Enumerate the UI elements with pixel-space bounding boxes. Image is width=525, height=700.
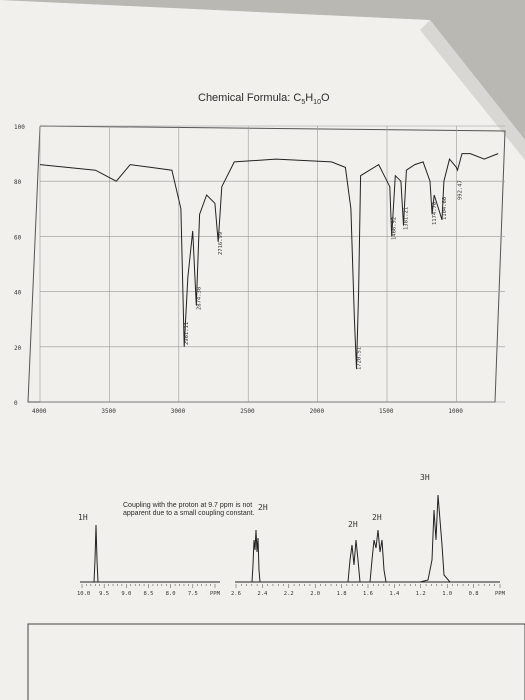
nmr-axis-label: 2.6: [231, 591, 241, 597]
nmr-peak-0-9: [419, 494, 500, 583]
ir-peak-label: 1720.51: [356, 347, 362, 370]
ir-peak-label: 1381.21: [404, 207, 410, 230]
nmr-axis-label: 1.2: [416, 591, 426, 597]
ir-peak-label: 1104.60: [442, 197, 448, 220]
ir-x-tick-label: 3500: [101, 408, 116, 415]
ir-peak-label: 2716.99: [218, 232, 224, 255]
nmr-axis-label: 1.4: [389, 591, 400, 597]
ir-y-tick-label: 0: [14, 400, 18, 407]
nmr-axis-label: 7.5: [188, 591, 198, 597]
nmr-axis-label: PPM: [495, 591, 506, 597]
ir-y-tick-label: 40: [14, 290, 22, 297]
ir-x-tick-label: 4000: [32, 408, 47, 415]
ir-x-tick-label: 1500: [379, 408, 394, 415]
nmr-peak-9-7: [80, 524, 110, 583]
nmr-right-axis: 2.6 2.4 2.2 2.0 1.8 1.6 1.4 1.2 1.0 0.8 PPM: [231, 584, 506, 597]
integration-1h: 1H: [78, 513, 88, 522]
ir-peak-labels: 2961.11 2874.38 2716.99 1720.51 1466.92 1381.…: [184, 180, 463, 370]
ir-x-tick-label: 1000: [448, 408, 463, 415]
nmr-axis-label: 8.0: [166, 591, 176, 597]
ir-y-tick-label: 80: [14, 179, 22, 186]
ir-x-ticks: 4000 3500 3000 2500 2000 1500 1000: [32, 408, 463, 415]
coupling-note: Coupling with the proton at 9.7 ppm is n…: [123, 502, 255, 517]
nmr-axis-label: 2.4: [257, 591, 268, 597]
nmr-axis-label: 9.0: [121, 591, 131, 597]
nmr-axis-label: 2.2: [284, 591, 294, 597]
nmr-axis-label: 1.0: [442, 591, 452, 597]
nmr-spectrum: 10.0 9.5 9.0 8.5 8.0 7.5 PPM 2.6 2.4 2.2 2.0 1.8 1.…: [77, 473, 506, 597]
ir-x-tick-label: 3000: [171, 408, 186, 415]
nmr-axis-label: PPM: [210, 591, 221, 597]
nmr-axis-label: 1.8: [337, 591, 347, 597]
integration-2h-left: 2H: [258, 503, 268, 512]
integration-2h-mid: 2H: [348, 520, 358, 529]
ir-y-tick-label: 60: [14, 234, 22, 241]
chemical-formula: Chemical Formula: C5H10O: [198, 92, 330, 107]
ir-y-tick-label: 100: [14, 124, 25, 131]
integration-3h: 3H: [420, 473, 430, 482]
ir-y-ticks: 100 80 60 40 20 0: [14, 124, 25, 407]
ir-peak-label: 2961.11: [184, 322, 190, 345]
ir-y-tick-label: 20: [14, 345, 22, 352]
ir-peak-label: 992.47: [458, 180, 464, 200]
nmr-peak-1-6: [330, 529, 420, 583]
nmr-left-axis: 10.0 9.5 9.0 8.5 8.0 7.5 PPM: [77, 584, 221, 597]
answer-box: [27, 623, 525, 700]
ir-peak-label: 2874.38: [196, 287, 202, 310]
ir-spectrum: 100 80 60 40 20 0 4000 3500 3000 2500 2000 1500 100…: [14, 124, 506, 415]
ir-peak-label: 1466.92: [392, 217, 398, 240]
nmr-axis-label: 1.6: [363, 591, 373, 597]
ir-peak-label: 1174.70: [432, 202, 438, 225]
nmr-axis-label: 9.5: [99, 591, 109, 597]
nmr-axis-label: 8.5: [144, 591, 154, 597]
integration-2h-right: 2H: [372, 513, 382, 522]
nmr-peak-2-4: [240, 529, 270, 583]
ir-x-tick-label: 2500: [240, 408, 255, 415]
ir-x-tick-label: 2000: [310, 408, 325, 415]
paper-shadow: [420, 20, 525, 160]
nmr-axis-label: 2.0: [310, 591, 320, 597]
nmr-axis-label: 0.8: [469, 591, 479, 597]
ir-grid: [39, 125, 505, 403]
ir-trace: [39, 153, 499, 369]
nmr-axis-label: 10.0: [77, 591, 90, 597]
